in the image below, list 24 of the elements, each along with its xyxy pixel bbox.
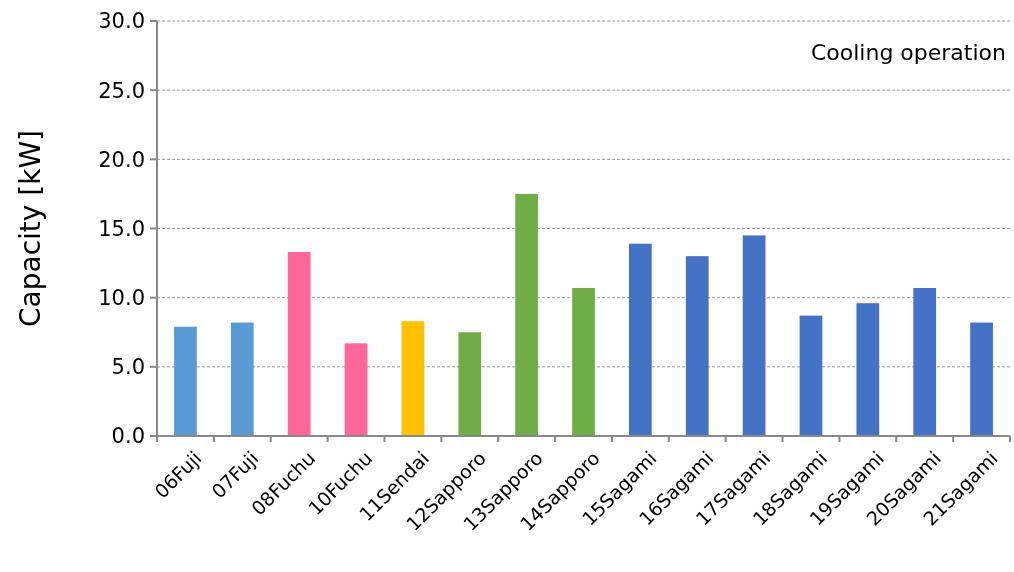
bar [174,326,197,436]
bar [685,256,709,436]
bar [970,322,993,436]
bar [230,322,254,436]
bar [515,193,539,436]
y-tick-label: 30.0 [98,9,145,34]
y-tick-label: 15.0 [98,216,145,241]
y-tick-label: 5.0 [111,355,145,380]
annotation: Cooling operation [810,40,1006,65]
bar [344,343,368,436]
y-tick-label: 20.0 [98,147,145,172]
bar [799,315,823,436]
bar [287,252,311,436]
bar [913,287,937,436]
y-tick-label: 0.0 [111,424,145,449]
y-axis-title: Capacity [kW] [14,129,47,328]
bar [742,235,766,436]
bar [572,287,595,436]
bar [856,303,880,436]
bar [458,332,482,436]
bar [628,243,652,436]
y-tick-label: 10.0 [98,286,145,311]
bar [401,321,425,436]
y-tick-label: 25.0 [98,78,145,103]
